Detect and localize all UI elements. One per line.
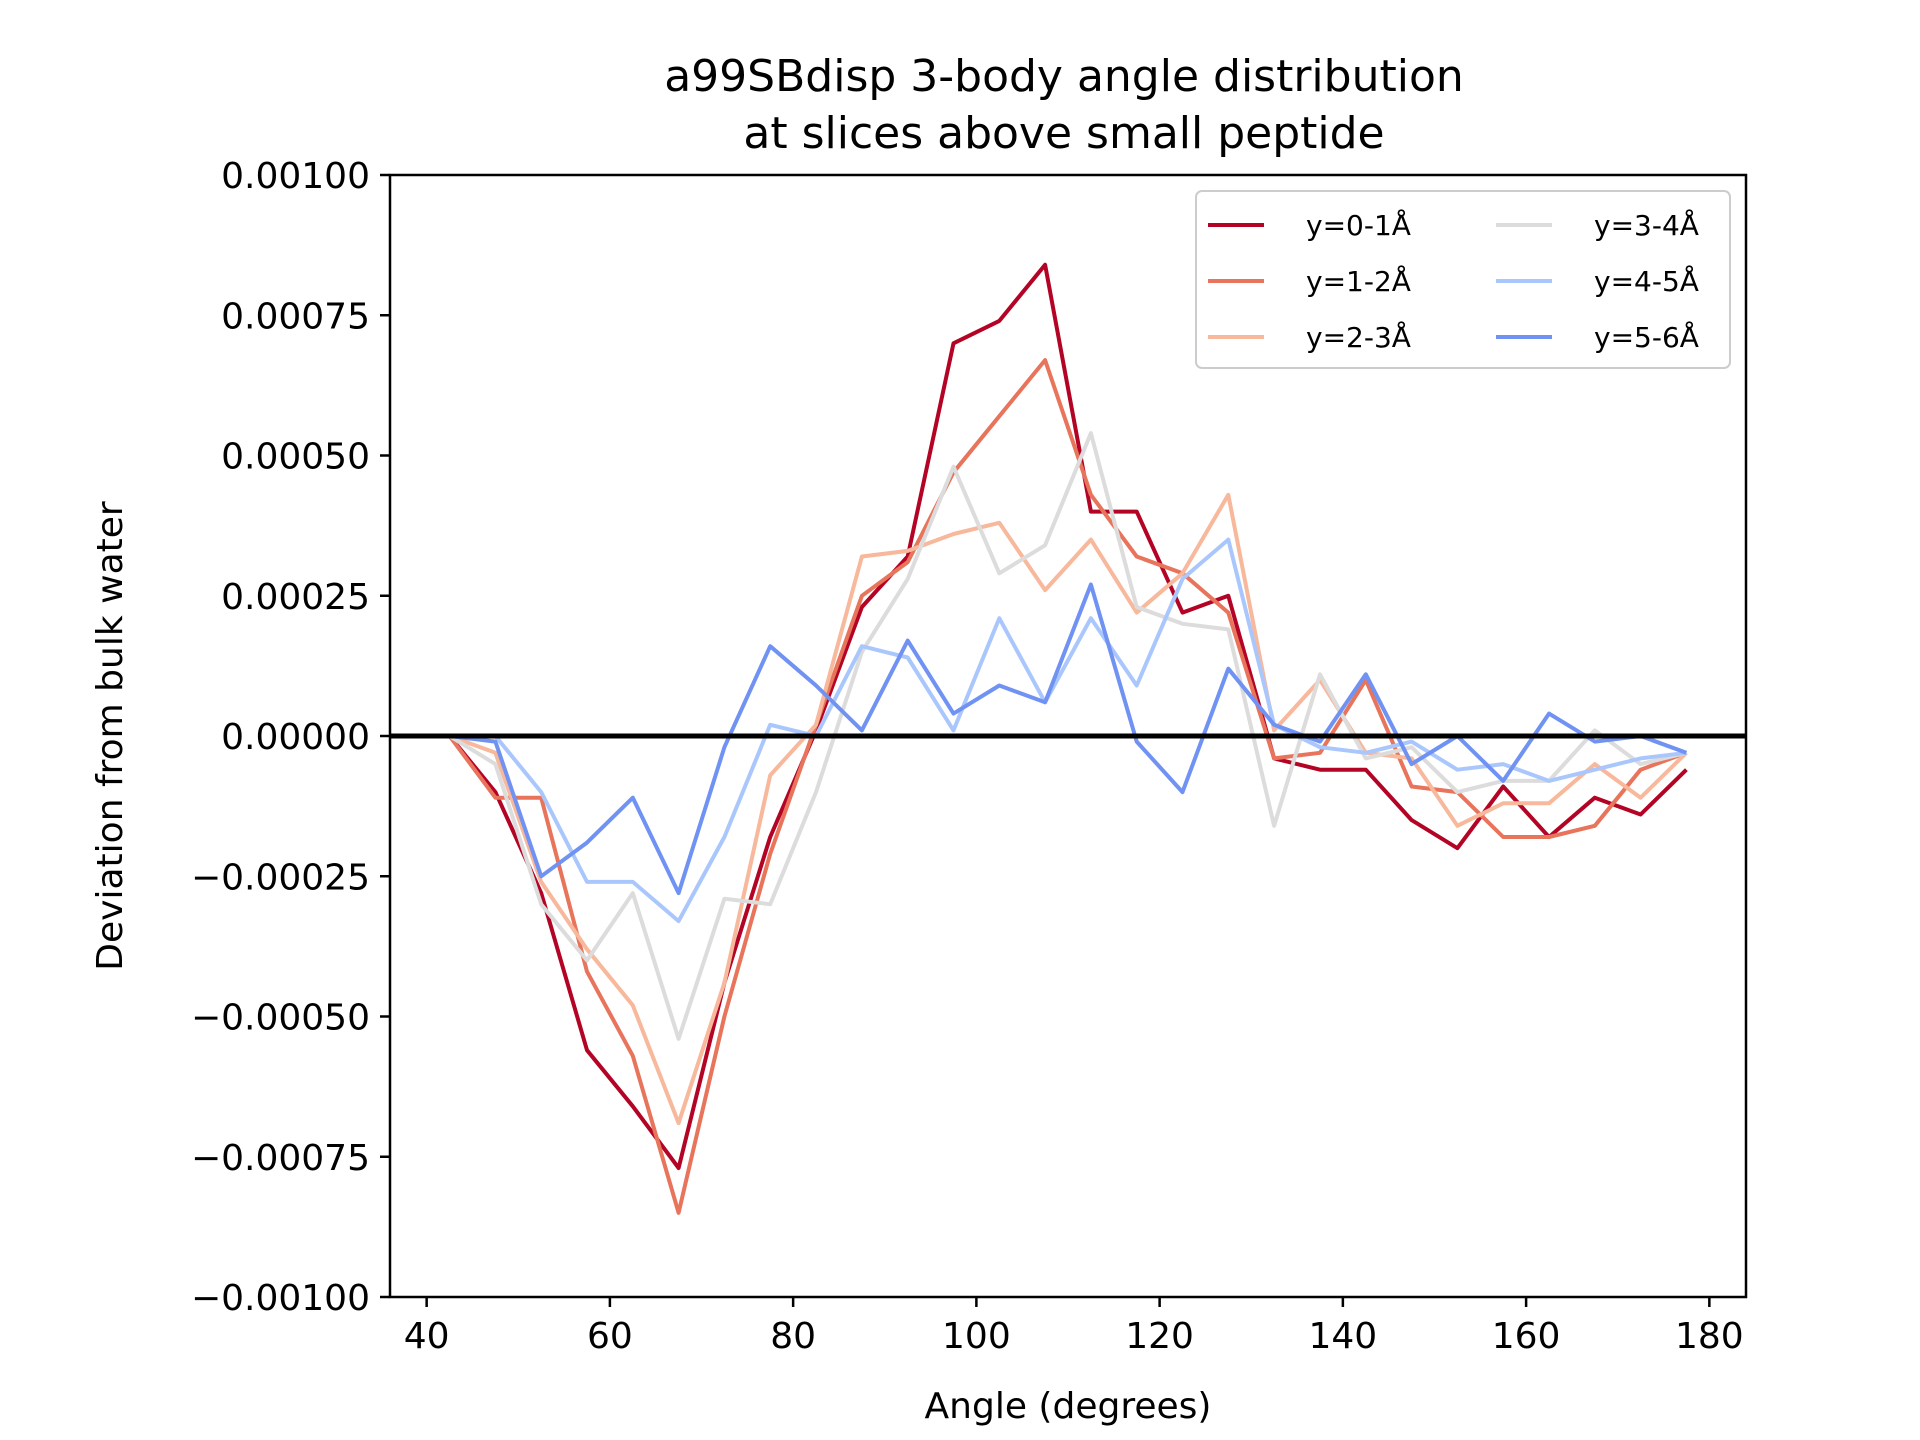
x-tick-label: 140	[1309, 1316, 1378, 1357]
series-lines	[447, 262, 1688, 1215]
legend-label-6: y=5-6Å	[1594, 320, 1699, 354]
legend-label-5: y=4-5Å	[1594, 264, 1699, 298]
y-tick-label: 0.00050	[221, 437, 370, 478]
legend-label-4: y=3-4Å	[1594, 208, 1699, 242]
x-tick-label: 120	[1125, 1316, 1194, 1357]
x-tick-label: 100	[942, 1316, 1011, 1357]
y-tick-label: −0.00075	[191, 1138, 370, 1179]
y-tick-label: 0.00000	[221, 717, 370, 758]
y-tick-label: 0.00075	[221, 296, 370, 337]
legend: y=0-1Å y=1-2Å y=2-3Å y=3-4Å y=4-5Å y=5-6Å	[1195, 190, 1731, 369]
y-tick-label: −0.00050	[191, 998, 370, 1039]
y-tick-label: 0.00100	[221, 156, 370, 197]
series-line-5	[449, 537, 1687, 924]
x-tick-label: 80	[770, 1316, 816, 1357]
y-axis-label: Deviation from bulk water	[90, 501, 131, 971]
x-axis-label: Angle (degrees)	[925, 1386, 1212, 1427]
y-tick-label: −0.00025	[191, 857, 370, 898]
legend-box	[1195, 190, 1731, 369]
legend-entries: y=0-1Å y=1-2Å y=2-3Å y=3-4Å y=4-5Å y=5-6Å	[1208, 208, 1699, 354]
x-tick-label: 180	[1675, 1316, 1744, 1357]
x-tick-label: 160	[1492, 1316, 1561, 1357]
y-axis-ticks: −0.00100 −0.00075 −0.00050 −0.00025 0.00000 0…	[191, 156, 390, 1319]
legend-label-3: y=2-3Å	[1306, 320, 1411, 354]
series-line-6	[449, 582, 1688, 896]
x-tick-label: 40	[404, 1316, 450, 1357]
chart-title-line-2: at slices above small peptide	[743, 108, 1384, 159]
y-tick-label: 0.00025	[221, 577, 370, 618]
x-tick-label: 60	[587, 1316, 633, 1357]
series-line-4	[448, 431, 1687, 1041]
chart-title-line-1: a99SBdisp 3-body angle distribution	[664, 51, 1464, 102]
legend-label-2: y=1-2Å	[1306, 264, 1411, 298]
series-line-1	[448, 262, 1688, 1170]
x-axis-ticks: 40 60 80 100 120 140 160 180	[404, 1297, 1744, 1357]
legend-label-1: y=0-1Å	[1306, 208, 1411, 242]
series-line-3	[448, 492, 1688, 1126]
y-tick-label: −0.00100	[191, 1278, 370, 1319]
